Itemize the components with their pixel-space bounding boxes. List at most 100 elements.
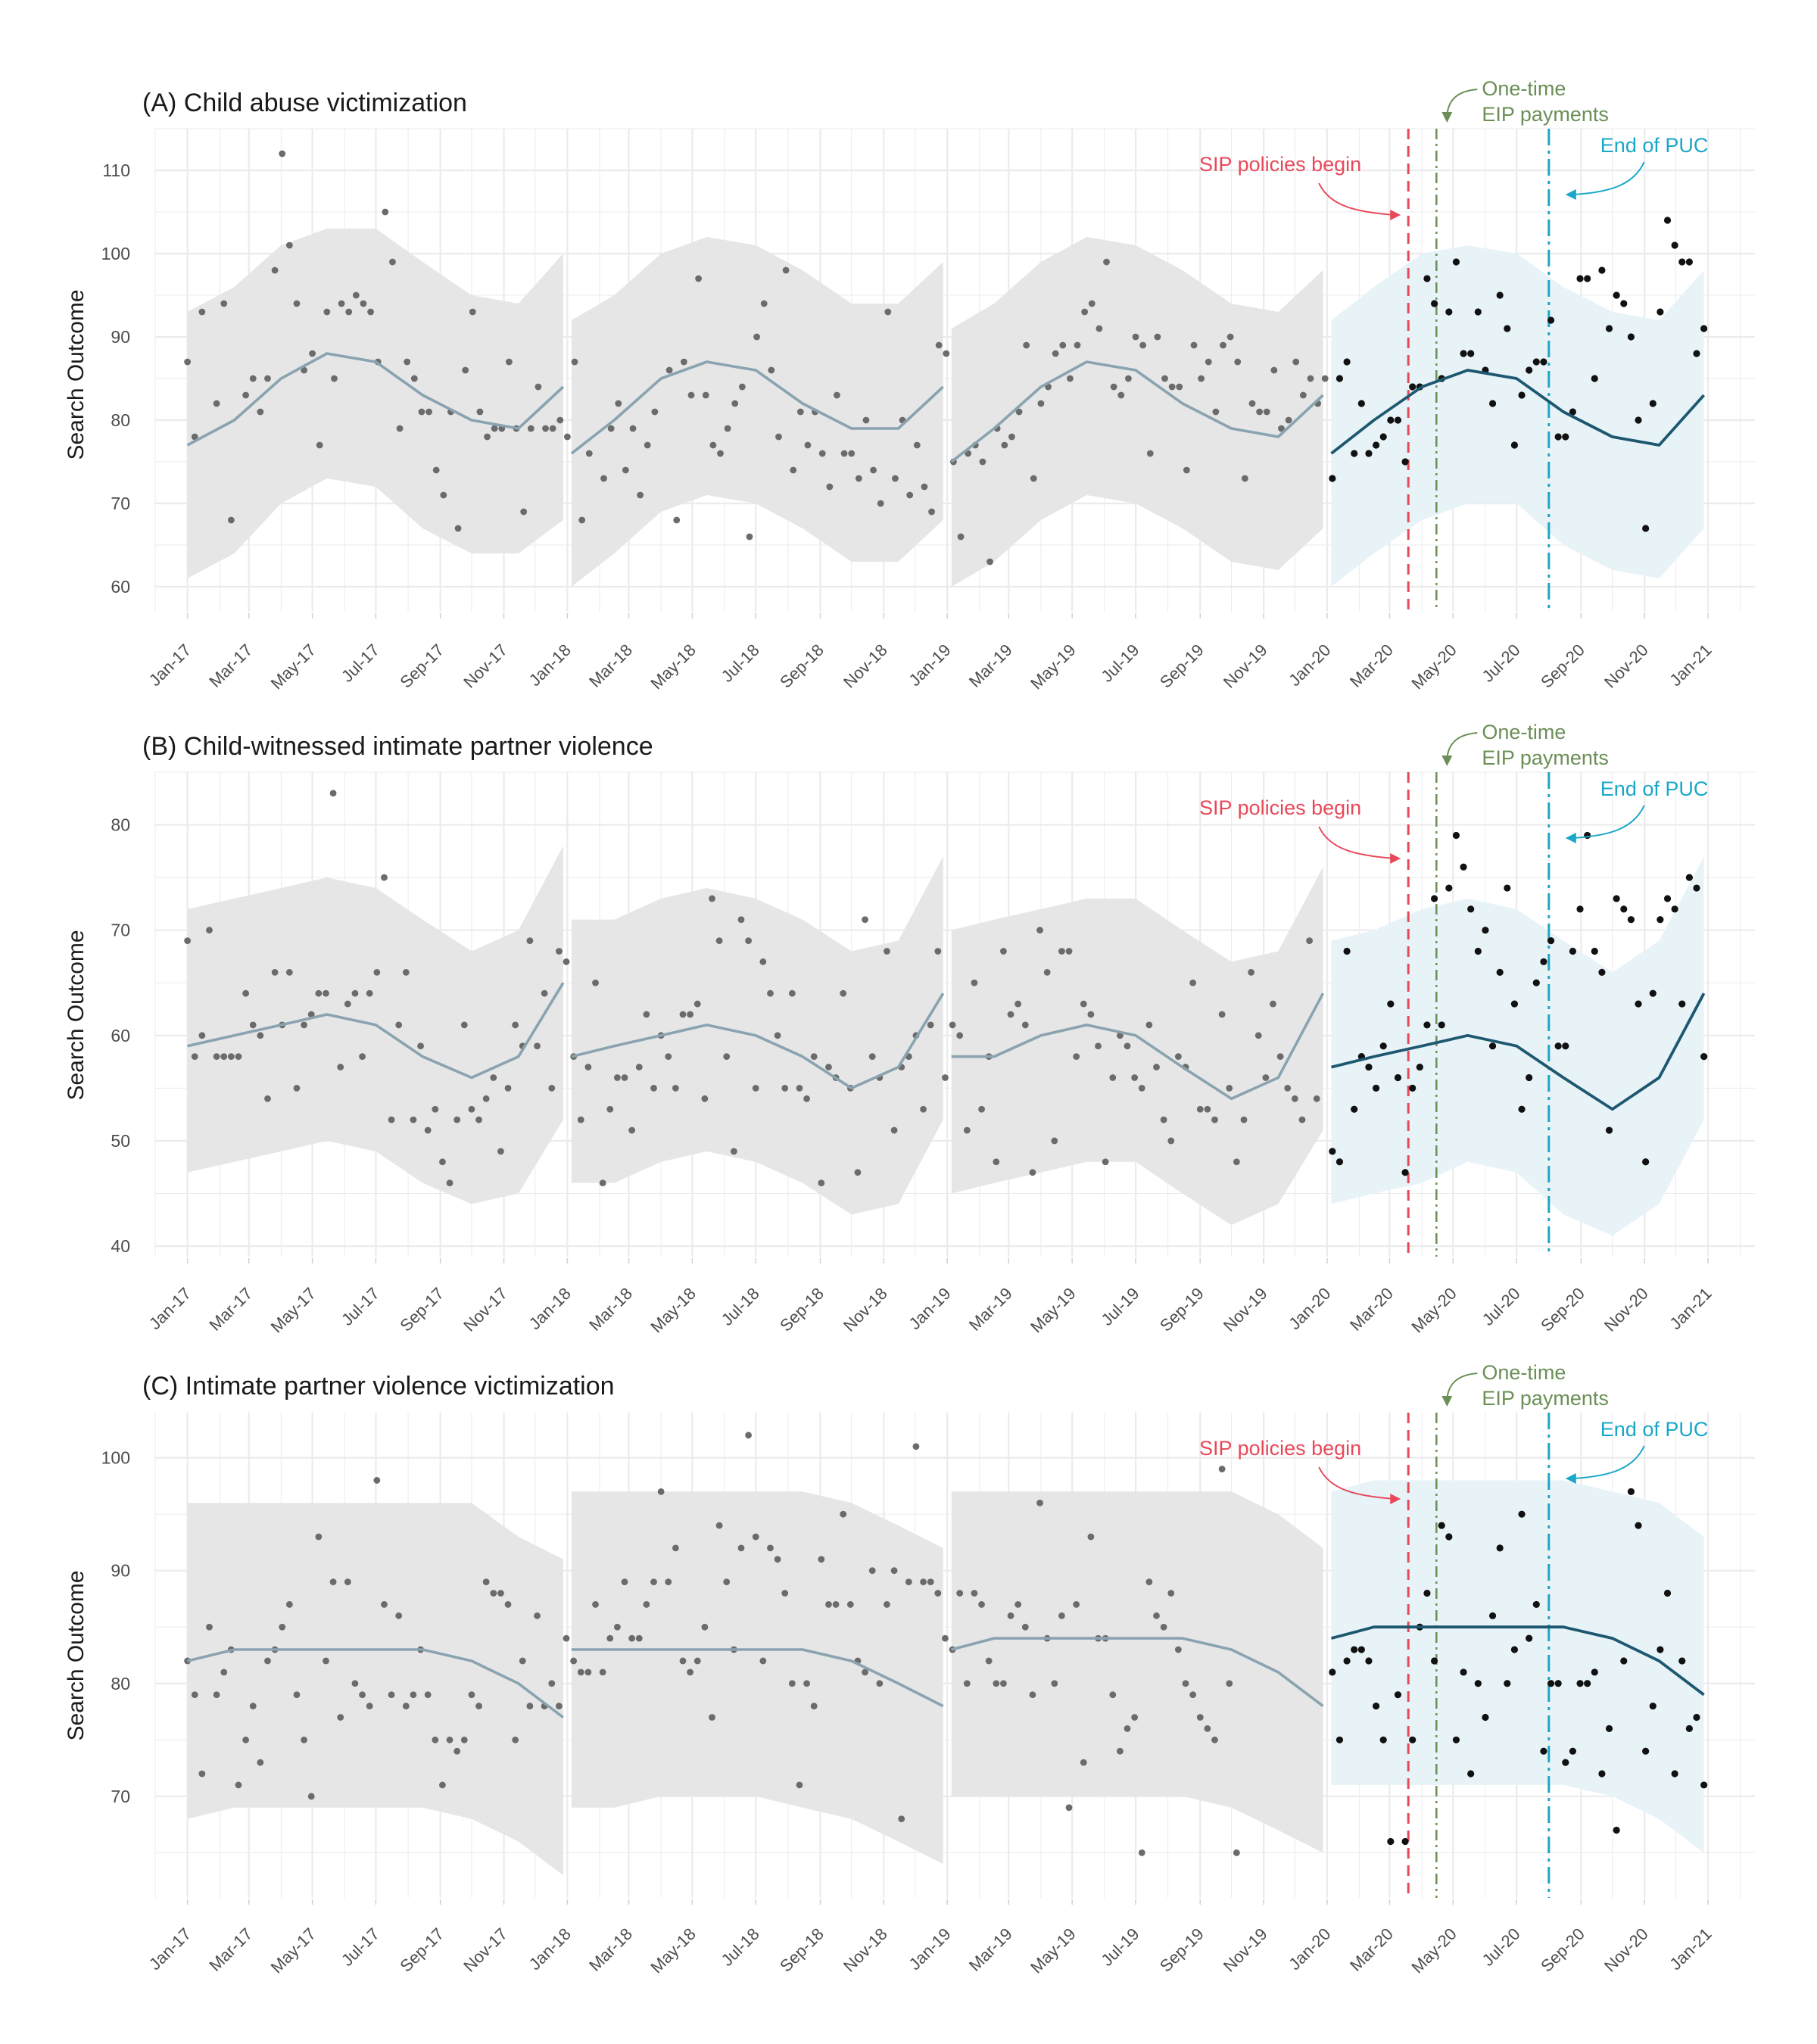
post-data-point: [1576, 905, 1584, 913]
post-data-point: [1627, 333, 1635, 341]
sip-annotation: SIP policies begin: [1199, 1437, 1361, 1460]
pre-data-point: [264, 1657, 271, 1665]
pre-data-point: [635, 1634, 643, 1642]
pre-data-point: [971, 979, 978, 986]
pre-data-point: [571, 358, 578, 366]
pre-data-point: [804, 441, 812, 449]
pre-data-point: [921, 483, 928, 491]
x-tick-label: Nov-18: [840, 1924, 891, 1976]
pre-data-point: [285, 241, 293, 249]
pre-data-point: [323, 989, 329, 997]
pre-data-point: [410, 1116, 417, 1123]
pre-data-point: [404, 358, 411, 366]
pre-data-point: [942, 1634, 949, 1642]
pre-data-point: [628, 1126, 636, 1134]
post-data-point: [1540, 358, 1547, 366]
pre-data-point: [453, 1747, 461, 1755]
post-fitted-line: [1330, 369, 1706, 455]
x-tick-label: Sep-18: [776, 640, 827, 692]
pre-data-point: [1182, 1680, 1189, 1687]
pre-data-point: [1211, 1736, 1218, 1743]
pre-data-point: [1043, 968, 1051, 976]
post-data-point: [1329, 1148, 1336, 1155]
pre-data-point: [1124, 375, 1132, 382]
post-data-point: [1663, 1589, 1672, 1597]
pre-data-point: [1081, 308, 1089, 316]
pre-data-point: [803, 1095, 810, 1102]
x-tick-label: May-19: [1027, 1284, 1080, 1337]
post-data-point: [1656, 308, 1664, 316]
post-data-point: [1409, 1084, 1417, 1092]
pre-data-point: [1154, 333, 1161, 341]
pre-data-point: [329, 1578, 337, 1586]
post-data-point: [1584, 1680, 1591, 1687]
post-data-point: [1357, 1646, 1365, 1653]
post-data-point: [1700, 1053, 1708, 1061]
x-tick-label: May-19: [1027, 1924, 1080, 1977]
x-tick-label: Sep-18: [776, 1284, 827, 1335]
eip-arrowhead: [1441, 1396, 1453, 1407]
pre-data-point: [367, 308, 374, 316]
post-data-point: [1423, 1021, 1431, 1029]
x-tick-label: Nov-20: [1600, 1924, 1652, 1976]
pre-data-point: [307, 1793, 315, 1800]
pre-data-point: [512, 1736, 519, 1743]
post-data-point: [1591, 1669, 1598, 1676]
x-tick-label: Jan-17: [145, 1924, 195, 1974]
pre-data-point: [373, 968, 381, 976]
post-data-point: [1438, 1522, 1445, 1529]
pre-data-point: [724, 425, 731, 432]
pre-data-point: [1095, 1042, 1102, 1050]
x-tick-label: Mar-17: [205, 1924, 256, 1975]
pre-data-point: [788, 989, 796, 997]
pre-data-point: [920, 1105, 927, 1113]
pre-data-point: [1313, 1095, 1320, 1102]
pre-fitted-line: [570, 360, 944, 455]
post-data-point: [1452, 1736, 1460, 1743]
pre-data-point: [1183, 466, 1190, 474]
sip-arrowhead: [1390, 853, 1401, 864]
pre-fitted-line: [187, 982, 565, 1080]
pre-data-point: [650, 1084, 657, 1092]
post-data-point: [1649, 989, 1656, 997]
pre-data-point: [1080, 1759, 1087, 1766]
pre-data-point: [643, 1601, 650, 1608]
pre-data-point: [672, 1084, 679, 1092]
post-data-point: [1627, 916, 1635, 924]
pre-data-point: [1292, 358, 1300, 366]
post-data-point: [1591, 947, 1598, 955]
pre-data-point: [1116, 1747, 1124, 1755]
pre-data-point: [1139, 341, 1147, 349]
pre-data-point: [577, 1669, 584, 1676]
post-data-point: [1532, 358, 1540, 366]
pre-data-point: [227, 1053, 235, 1061]
pre-data-point: [943, 350, 950, 357]
pre-data-point: [1256, 408, 1264, 416]
pre-data-point: [884, 1601, 890, 1608]
x-tick-label: Jul-19: [1098, 1924, 1143, 1970]
post-data-point: [1467, 350, 1475, 357]
post-data-point: [1627, 1488, 1635, 1495]
post-data-point: [1496, 1544, 1504, 1552]
x-tick-label: Jul-20: [1479, 640, 1524, 686]
pre-data-point: [599, 1179, 606, 1187]
post-data-point: [1598, 1770, 1606, 1778]
post-data-point: [1351, 1105, 1358, 1113]
pre-data-point: [432, 466, 440, 474]
x-tick-label: May-19: [1027, 640, 1080, 693]
sip-annotation: SIP policies begin: [1199, 796, 1361, 819]
pre-data-point: [206, 927, 213, 934]
pre-fitted-line: [571, 992, 945, 1090]
pre-data-point: [825, 1601, 832, 1608]
pre-data-point: [606, 1105, 614, 1113]
pre-data-point: [810, 1053, 818, 1061]
post-data-point: [1685, 1725, 1693, 1732]
pre-data-point: [338, 300, 345, 307]
pre-data-point: [213, 400, 220, 407]
y-tick-label: 100: [101, 1448, 130, 1468]
pre-data-point: [1000, 948, 1007, 955]
pre-data-point: [892, 475, 899, 482]
pre-data-point: [650, 1578, 657, 1586]
pre-data-point: [476, 408, 484, 416]
pre-data-point: [1160, 1623, 1167, 1631]
